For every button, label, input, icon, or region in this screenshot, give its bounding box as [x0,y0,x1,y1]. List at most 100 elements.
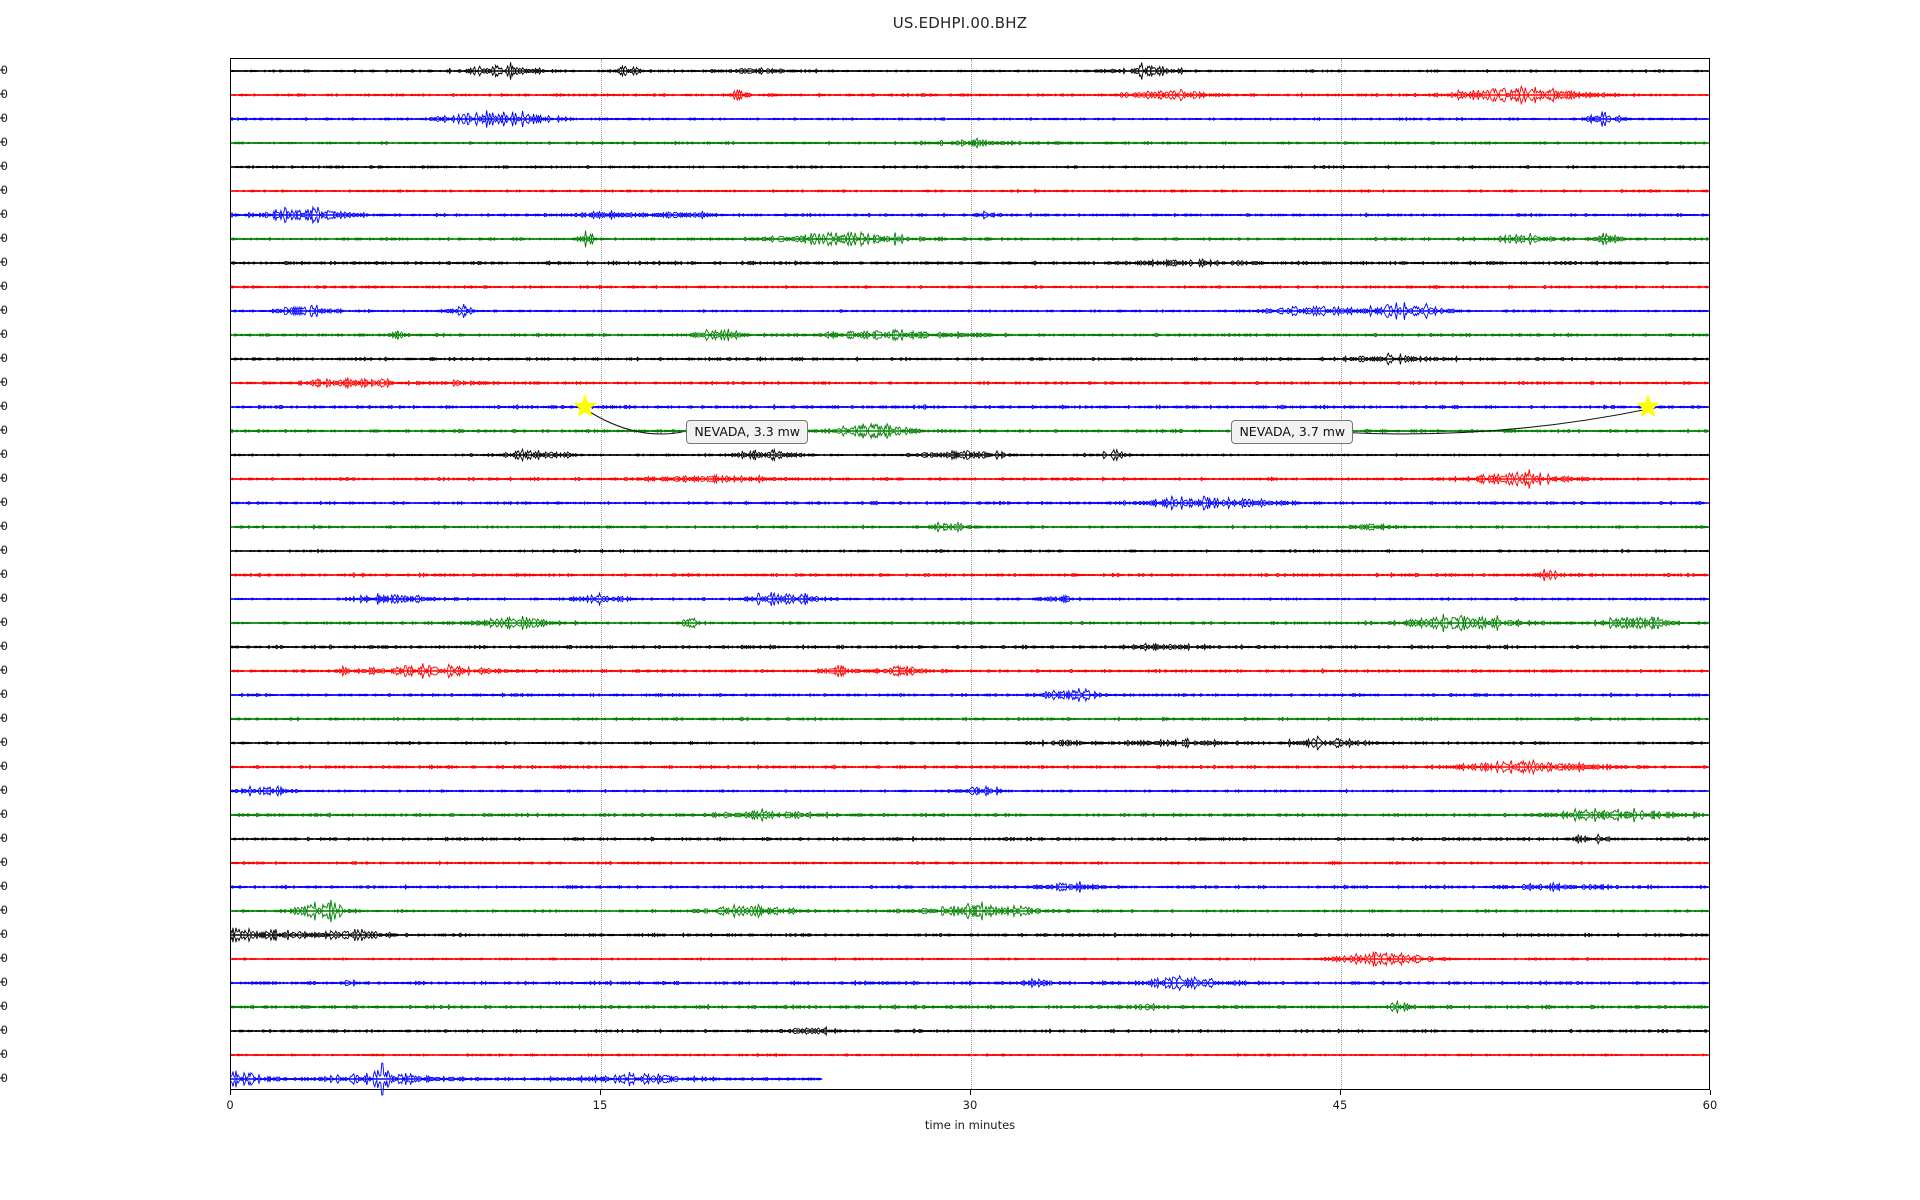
y-tick-mark [0,1053,5,1055]
y-tick-mark [0,333,5,335]
seismic-trace [231,990,1709,1024]
seismic-trace [231,198,1709,232]
x-axis: time in minutes 0 15 30 45 60 [226,1090,1717,1160]
x-tick-mark [970,1090,971,1095]
seismic-trace [231,150,1709,184]
x-tick-label: 30 [962,1098,978,1112]
x-tick-mark [1340,1090,1341,1095]
y-tick-mark [0,573,5,575]
trace-row [231,246,1709,280]
trace-row [231,462,1709,496]
y-tick-mark [0,477,5,479]
y-tick-mark [0,957,5,959]
x-tick-label: 15 [592,1098,608,1112]
trace-row [231,990,1709,1024]
seismic-trace [231,126,1709,160]
trace-row [231,486,1709,520]
trace-row [231,798,1709,832]
trace-row [231,966,1709,1000]
seismic-trace [231,78,1709,112]
y-tick-mark [0,669,5,671]
y-tick-mark [0,765,5,767]
y-tick-mark [0,189,5,191]
y-tick-mark [0,1029,5,1031]
trace-row [231,558,1709,592]
trace-row [231,750,1709,784]
seismic-trace [231,918,1709,952]
y-tick-mark [0,141,5,143]
seismic-trace [231,942,1709,976]
seismic-trace [231,486,1709,520]
trace-row [231,1062,1709,1096]
y-tick-mark [0,165,5,167]
trace-row [231,726,1709,760]
trace-row [231,510,1709,544]
seismic-trace [231,894,1709,928]
seismic-trace [231,846,1709,880]
y-tick-mark [0,933,5,935]
y-tick-mark [0,93,5,95]
plot-area [230,58,1710,1090]
traces-layer [231,59,1709,1089]
y-tick-mark [0,309,5,311]
y-tick-mark [0,813,5,815]
y-tick-mark [0,909,5,911]
trace-row [231,318,1709,352]
seismic-trace [231,342,1709,376]
seismic-trace [231,1062,1709,1096]
seismic-trace [231,798,1709,832]
y-tick-mark [0,645,5,647]
trace-row [231,894,1709,928]
y-tick-mark [0,453,5,455]
y-tick-mark [0,837,5,839]
trace-row [231,846,1709,880]
trace-row [231,822,1709,856]
trace-row [231,270,1709,304]
trace-row [231,126,1709,160]
seismic-trace [231,870,1709,904]
seismic-trace [231,534,1709,568]
y-tick-mark [0,69,5,71]
seismic-trace [231,750,1709,784]
seismic-trace [231,774,1709,808]
y-tick-mark [0,501,5,503]
trace-row [231,78,1709,112]
trace-row [231,774,1709,808]
y-tick-mark [0,741,5,743]
trace-row [231,870,1709,904]
y-tick-mark [0,597,5,599]
y-tick-mark [0,717,5,719]
y-tick-mark [0,789,5,791]
seismic-trace [231,510,1709,544]
seismic-trace [231,174,1709,208]
seismic-trace [231,1014,1709,1048]
x-tick-mark [600,1090,601,1095]
seismic-trace [231,582,1709,616]
seismic-trace [231,102,1709,136]
y-axis: 00:00:1001:00:1002:00:1003:00:1004:00:10… [0,0,230,1200]
trace-row [231,102,1709,136]
trace-row [231,54,1709,88]
seismic-trace [231,222,1709,256]
x-tick-label: 45 [1332,1098,1348,1112]
seismic-trace [231,606,1709,640]
y-tick-mark [0,885,5,887]
y-tick-mark [0,237,5,239]
seismic-trace [231,1038,1709,1072]
trace-row [231,534,1709,568]
y-tick-mark [0,621,5,623]
trace-row [231,390,1709,424]
seismic-trace [231,294,1709,328]
seismic-trace [231,966,1709,1000]
y-tick-mark [0,525,5,527]
seismic-trace [231,270,1709,304]
seismic-trace [231,630,1709,664]
seismic-trace [231,654,1709,688]
x-tick-mark [230,1090,231,1095]
seismic-trace [231,822,1709,856]
y-tick-mark [0,213,5,215]
trace-row [231,918,1709,952]
trace-row [231,174,1709,208]
y-tick-mark [0,981,5,983]
seismic-trace [231,726,1709,760]
